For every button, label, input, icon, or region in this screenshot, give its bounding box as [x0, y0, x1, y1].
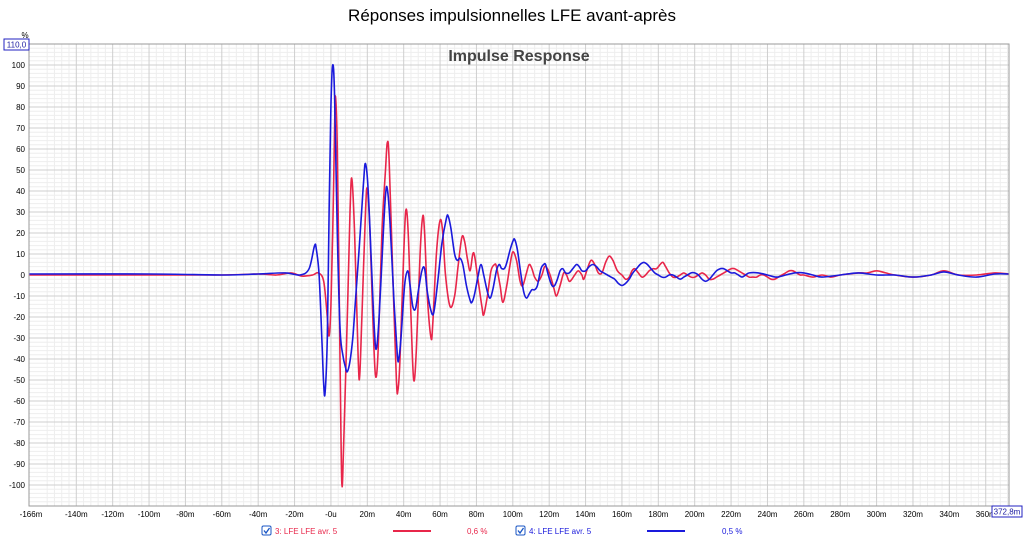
x-tick-label: -40m — [249, 510, 268, 519]
y-tick-label: 50 — [16, 166, 25, 175]
series-line-4 — [28, 63, 1010, 397]
y-tick-label: -60 — [13, 397, 25, 406]
x-tick-label: 260m — [794, 510, 814, 519]
y-tick-label: 60 — [16, 145, 25, 154]
x-tick-label: 160m — [612, 510, 632, 519]
x-tick-label: 220m — [721, 510, 741, 519]
y-tick-label: 30 — [16, 208, 25, 217]
y-tick-label: -80 — [13, 439, 25, 448]
x-tick-label: 340m — [939, 510, 959, 519]
series-3-checkbox[interactable] — [261, 525, 272, 536]
x-tick-label: -20m — [285, 510, 304, 519]
series-3-value: 0,6 % — [467, 527, 487, 536]
y-top-box[interactable]: 110,0 — [3, 38, 30, 51]
checkmark-icon — [517, 527, 525, 535]
y-tick-label: -10 — [13, 292, 25, 301]
x-tick-label: 140m — [576, 510, 596, 519]
x-tick-label: 320m — [903, 510, 923, 519]
y-tick-label: -40 — [13, 355, 25, 364]
x-right-box[interactable]: 372,8m — [991, 505, 1023, 518]
x-tick-label: 180m — [648, 510, 668, 519]
y-tick-label: 70 — [16, 124, 25, 133]
y-tick-label: -100 — [9, 481, 26, 490]
series-layer — [28, 63, 1010, 488]
x-tick-label: 80m — [469, 510, 485, 519]
y-tick-label: 80 — [16, 103, 25, 112]
x-tick-label: 200m — [685, 510, 705, 519]
series-line-3 — [28, 95, 1010, 488]
x-tick-label: -166m — [20, 510, 43, 519]
chart-title: Impulse Response — [448, 48, 589, 65]
y-tick-label: -90 — [13, 460, 25, 469]
y-tick-label: 100 — [12, 61, 26, 70]
x-tick-label: 360m — [976, 510, 996, 519]
x-tick-label: 280m — [830, 510, 850, 519]
series-4-name: 4: LFE LFE avr. 5 — [529, 527, 592, 536]
legend-item-series-3[interactable]: 3: LFE LFE avr. 5 0,6 % — [261, 525, 487, 536]
y-tick-label: -50 — [13, 376, 25, 385]
x-tick-label: -140m — [65, 510, 88, 519]
x-axis-ticks: -166m -140m -120m -100m -80m -60m -40m -20m -0u 2… — [20, 510, 996, 519]
y-tick-label: -20 — [13, 313, 25, 322]
series-3-name: 3: LFE LFE avr. 5 — [275, 527, 338, 536]
legend-item-series-4[interactable]: 4: LFE LFE avr. 5 0,5 % — [515, 525, 742, 536]
x-tick-label: 60m — [432, 510, 448, 519]
x-tick-label: 100m — [503, 510, 523, 519]
y-tick-label: 40 — [16, 187, 25, 196]
y-tick-label: 0 — [21, 271, 26, 280]
x-tick-label: 40m — [396, 510, 412, 519]
major-grid — [28, 43, 1009, 507]
plot-frame — [28, 43, 1010, 507]
y-tick-label: 90 — [16, 82, 25, 91]
checkmark-icon — [263, 527, 271, 535]
x-tick-label: 300m — [867, 510, 887, 519]
y-axis-ticks: 1009080706050403020100-10-20-30-40-50-60… — [9, 61, 26, 490]
x-tick-label: -60m — [213, 510, 232, 519]
x-right-value: 372,8m — [994, 508, 1021, 517]
y-tick-label: -30 — [13, 334, 25, 343]
x-tick-label: -100m — [138, 510, 161, 519]
x-tick-label: -80m — [176, 510, 195, 519]
y-tick-label: 10 — [16, 250, 25, 259]
page-title: Réponses impulsionnelles LFE avant-après — [348, 6, 676, 25]
legend: 3: LFE LFE avr. 5 0,6 % 4: LFE LFE avr. … — [261, 525, 742, 536]
x-tick-label: 240m — [757, 510, 777, 519]
y-axis-unit-label: % — [21, 31, 28, 40]
x-tick-label: -0u — [325, 510, 337, 519]
y-top-value: 110,0 — [7, 41, 27, 50]
x-tick-label: 20m — [360, 510, 376, 519]
x-tick-label: 120m — [539, 510, 559, 519]
x-tick-label: -120m — [101, 510, 124, 519]
series-4-checkbox[interactable] — [515, 525, 526, 536]
series-4-value: 0,5 % — [722, 527, 742, 536]
y-tick-label: -70 — [13, 418, 25, 427]
y-tick-label: 20 — [16, 229, 25, 238]
